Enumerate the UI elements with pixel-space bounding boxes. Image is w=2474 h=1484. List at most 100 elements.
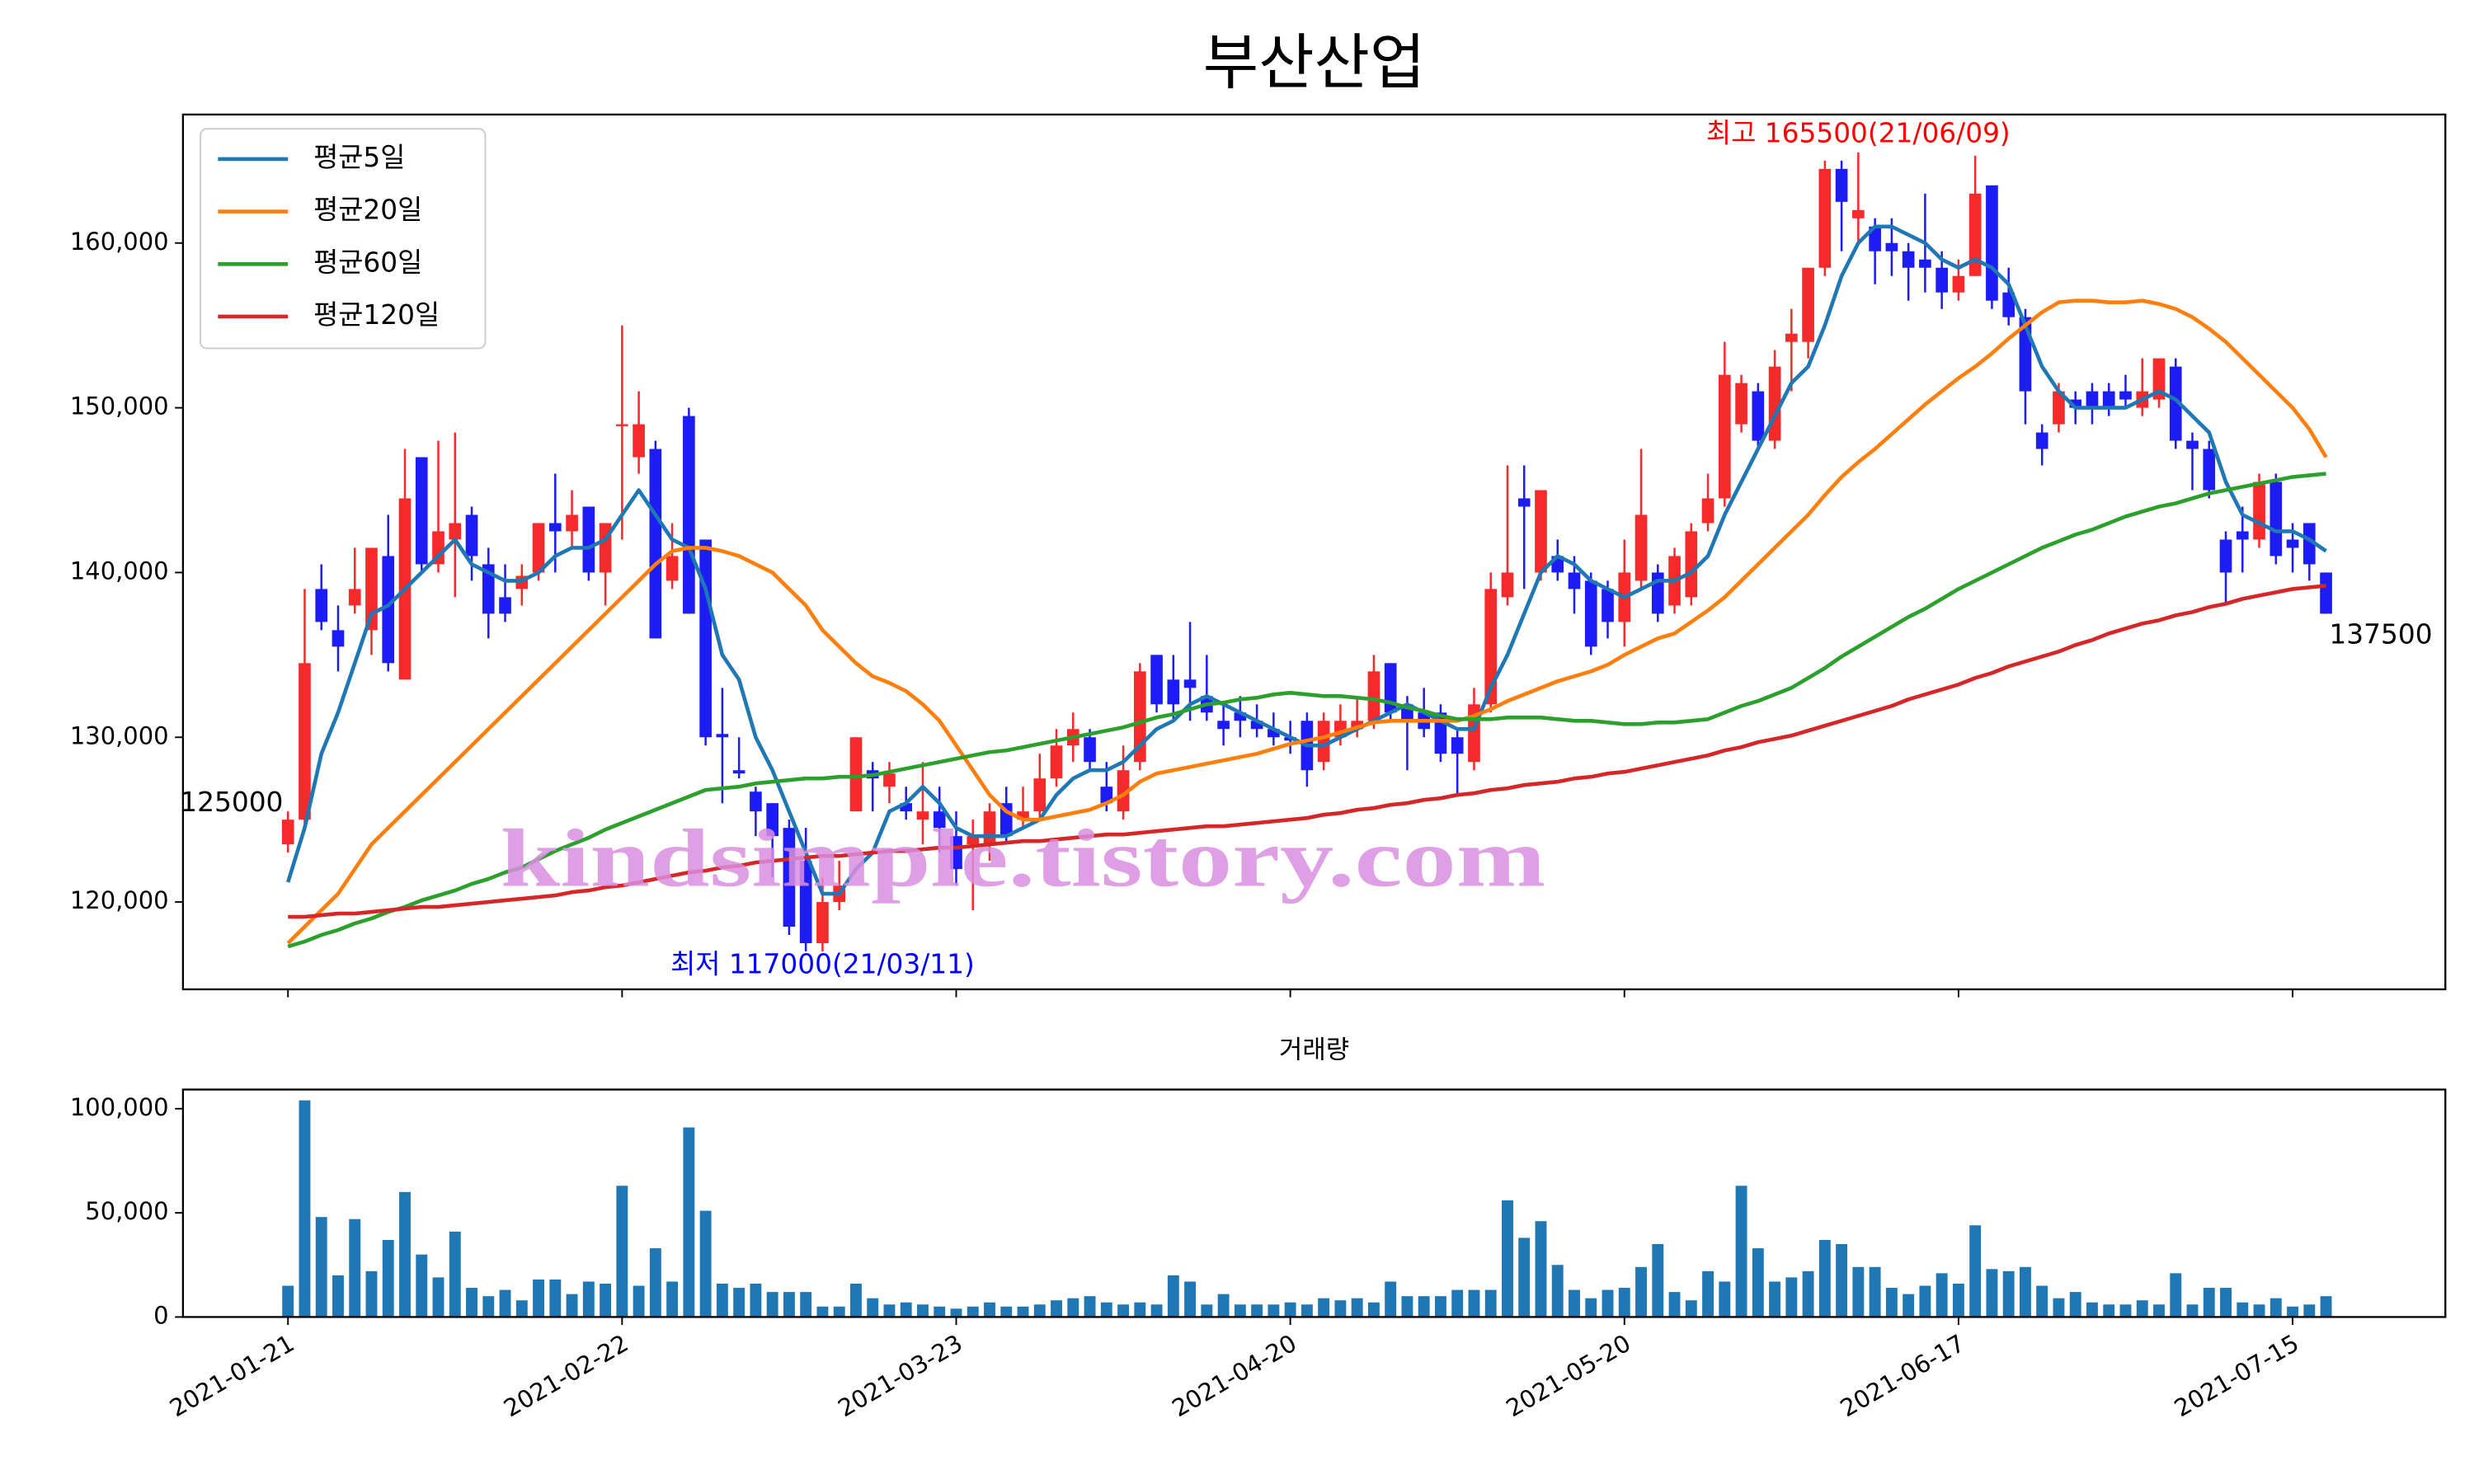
candle-body — [1084, 737, 1096, 763]
volume-bar — [515, 1300, 528, 1317]
candle-body — [2253, 481, 2265, 540]
y-tick-label: 50,000 — [85, 1197, 168, 1225]
volume-bar — [1969, 1225, 1982, 1317]
volume-bar — [2136, 1300, 2148, 1317]
volume-bar — [616, 1186, 628, 1317]
candle-body — [532, 523, 545, 573]
candle-body — [1935, 267, 1948, 293]
candle-body — [967, 836, 980, 845]
candle-body — [1535, 490, 1547, 573]
candle-body — [649, 448, 662, 639]
volume-bar — [1652, 1244, 1664, 1317]
candle-body — [616, 424, 628, 426]
candle-body — [2069, 399, 2082, 408]
candle-body — [2269, 481, 2283, 556]
volume-bar — [1852, 1266, 1865, 1317]
candle-body — [2002, 292, 2015, 317]
volume-bar — [2220, 1288, 2232, 1317]
candle-body — [382, 556, 395, 664]
candle-body — [633, 424, 645, 458]
candle-body — [1919, 259, 1931, 268]
candle-body — [1986, 185, 1998, 301]
candle-body — [299, 663, 311, 820]
moving-average-line — [287, 472, 2326, 949]
volume-bar — [1150, 1304, 1163, 1317]
legend-label: 평균120일 — [313, 299, 440, 331]
volume-bar — [1117, 1304, 1130, 1317]
volume-bar — [2320, 1296, 2332, 1317]
candle-body — [1885, 242, 1898, 251]
candle-body — [1735, 383, 1747, 425]
candle-body — [2152, 358, 2166, 400]
candle-body — [281, 819, 294, 845]
volume-bar — [1334, 1300, 1347, 1317]
volume-bar — [1818, 1239, 1831, 1317]
candle-body — [1017, 811, 1029, 820]
y-tick-label: 100,000 — [70, 1093, 169, 1121]
candle-body — [1968, 193, 1982, 276]
candle-body — [1217, 721, 1230, 730]
candle-body — [1685, 531, 1698, 598]
volume-bar — [1719, 1281, 1731, 1317]
candle-body — [2302, 523, 2316, 565]
volume-bar — [1051, 1300, 1062, 1317]
volume-bar — [1367, 1302, 1380, 1317]
volume-bar — [2002, 1270, 2015, 1317]
legend-box — [200, 128, 487, 350]
candle-body — [666, 556, 679, 581]
volume-bar — [2287, 1306, 2299, 1317]
candle-body — [1033, 778, 1047, 812]
volume-bar — [332, 1275, 344, 1317]
volume-bar — [984, 1302, 995, 1317]
volume-title: 거래량 — [1279, 1036, 1349, 1065]
volume-bar — [1618, 1288, 1630, 1317]
candle-body — [365, 547, 378, 631]
volume-bar — [1468, 1289, 1480, 1317]
volume-bar — [582, 1281, 595, 1317]
volume-bar — [750, 1284, 762, 1317]
volume-bar — [1268, 1304, 1280, 1317]
volume-bar — [1017, 1306, 1029, 1317]
candle-body — [933, 811, 946, 829]
candle-body — [2086, 391, 2099, 408]
volume-bar — [2303, 1304, 2316, 1317]
volume-bar — [499, 1289, 511, 1317]
volume-bar — [633, 1285, 645, 1317]
figure-title: 부산산업 — [1203, 28, 1426, 98]
candle-body — [2102, 391, 2115, 408]
candle-body — [2169, 366, 2182, 441]
moving-average-line — [286, 298, 2328, 945]
annotation: 최저 117000(21/03/11) — [670, 948, 975, 979]
candle-body — [1869, 226, 1881, 251]
candle-body — [916, 811, 929, 820]
volume-bar — [1502, 1200, 1513, 1317]
volume-bar — [1702, 1270, 1714, 1317]
candle-body — [1785, 333, 1798, 342]
volume-bar — [349, 1219, 361, 1317]
volume-bar — [666, 1281, 679, 1317]
candle-body — [2320, 572, 2332, 614]
volume-bar — [365, 1270, 378, 1317]
candle-body — [2236, 531, 2249, 540]
volume-bar — [649, 1248, 661, 1317]
candle-body — [1100, 787, 1113, 804]
candle-body — [1351, 721, 1363, 730]
volume-bar — [1401, 1296, 1413, 1317]
candle-body — [1568, 572, 1581, 589]
candle-body — [2219, 539, 2232, 573]
candle-body — [699, 539, 712, 738]
volume-bar — [1569, 1289, 1580, 1317]
volume-bar — [299, 1100, 311, 1317]
volume-bar — [816, 1306, 829, 1317]
candle-body — [1150, 655, 1163, 705]
candle-body — [799, 861, 812, 944]
annotation: 137500 — [2329, 618, 2432, 650]
volume-bar — [1067, 1298, 1079, 1317]
volume-bar — [2069, 1292, 2081, 1317]
volume-bar — [967, 1306, 979, 1317]
volume-bar — [917, 1304, 929, 1317]
volume-bar — [683, 1127, 695, 1317]
candle-body — [1250, 721, 1263, 730]
candle-body — [683, 416, 695, 614]
